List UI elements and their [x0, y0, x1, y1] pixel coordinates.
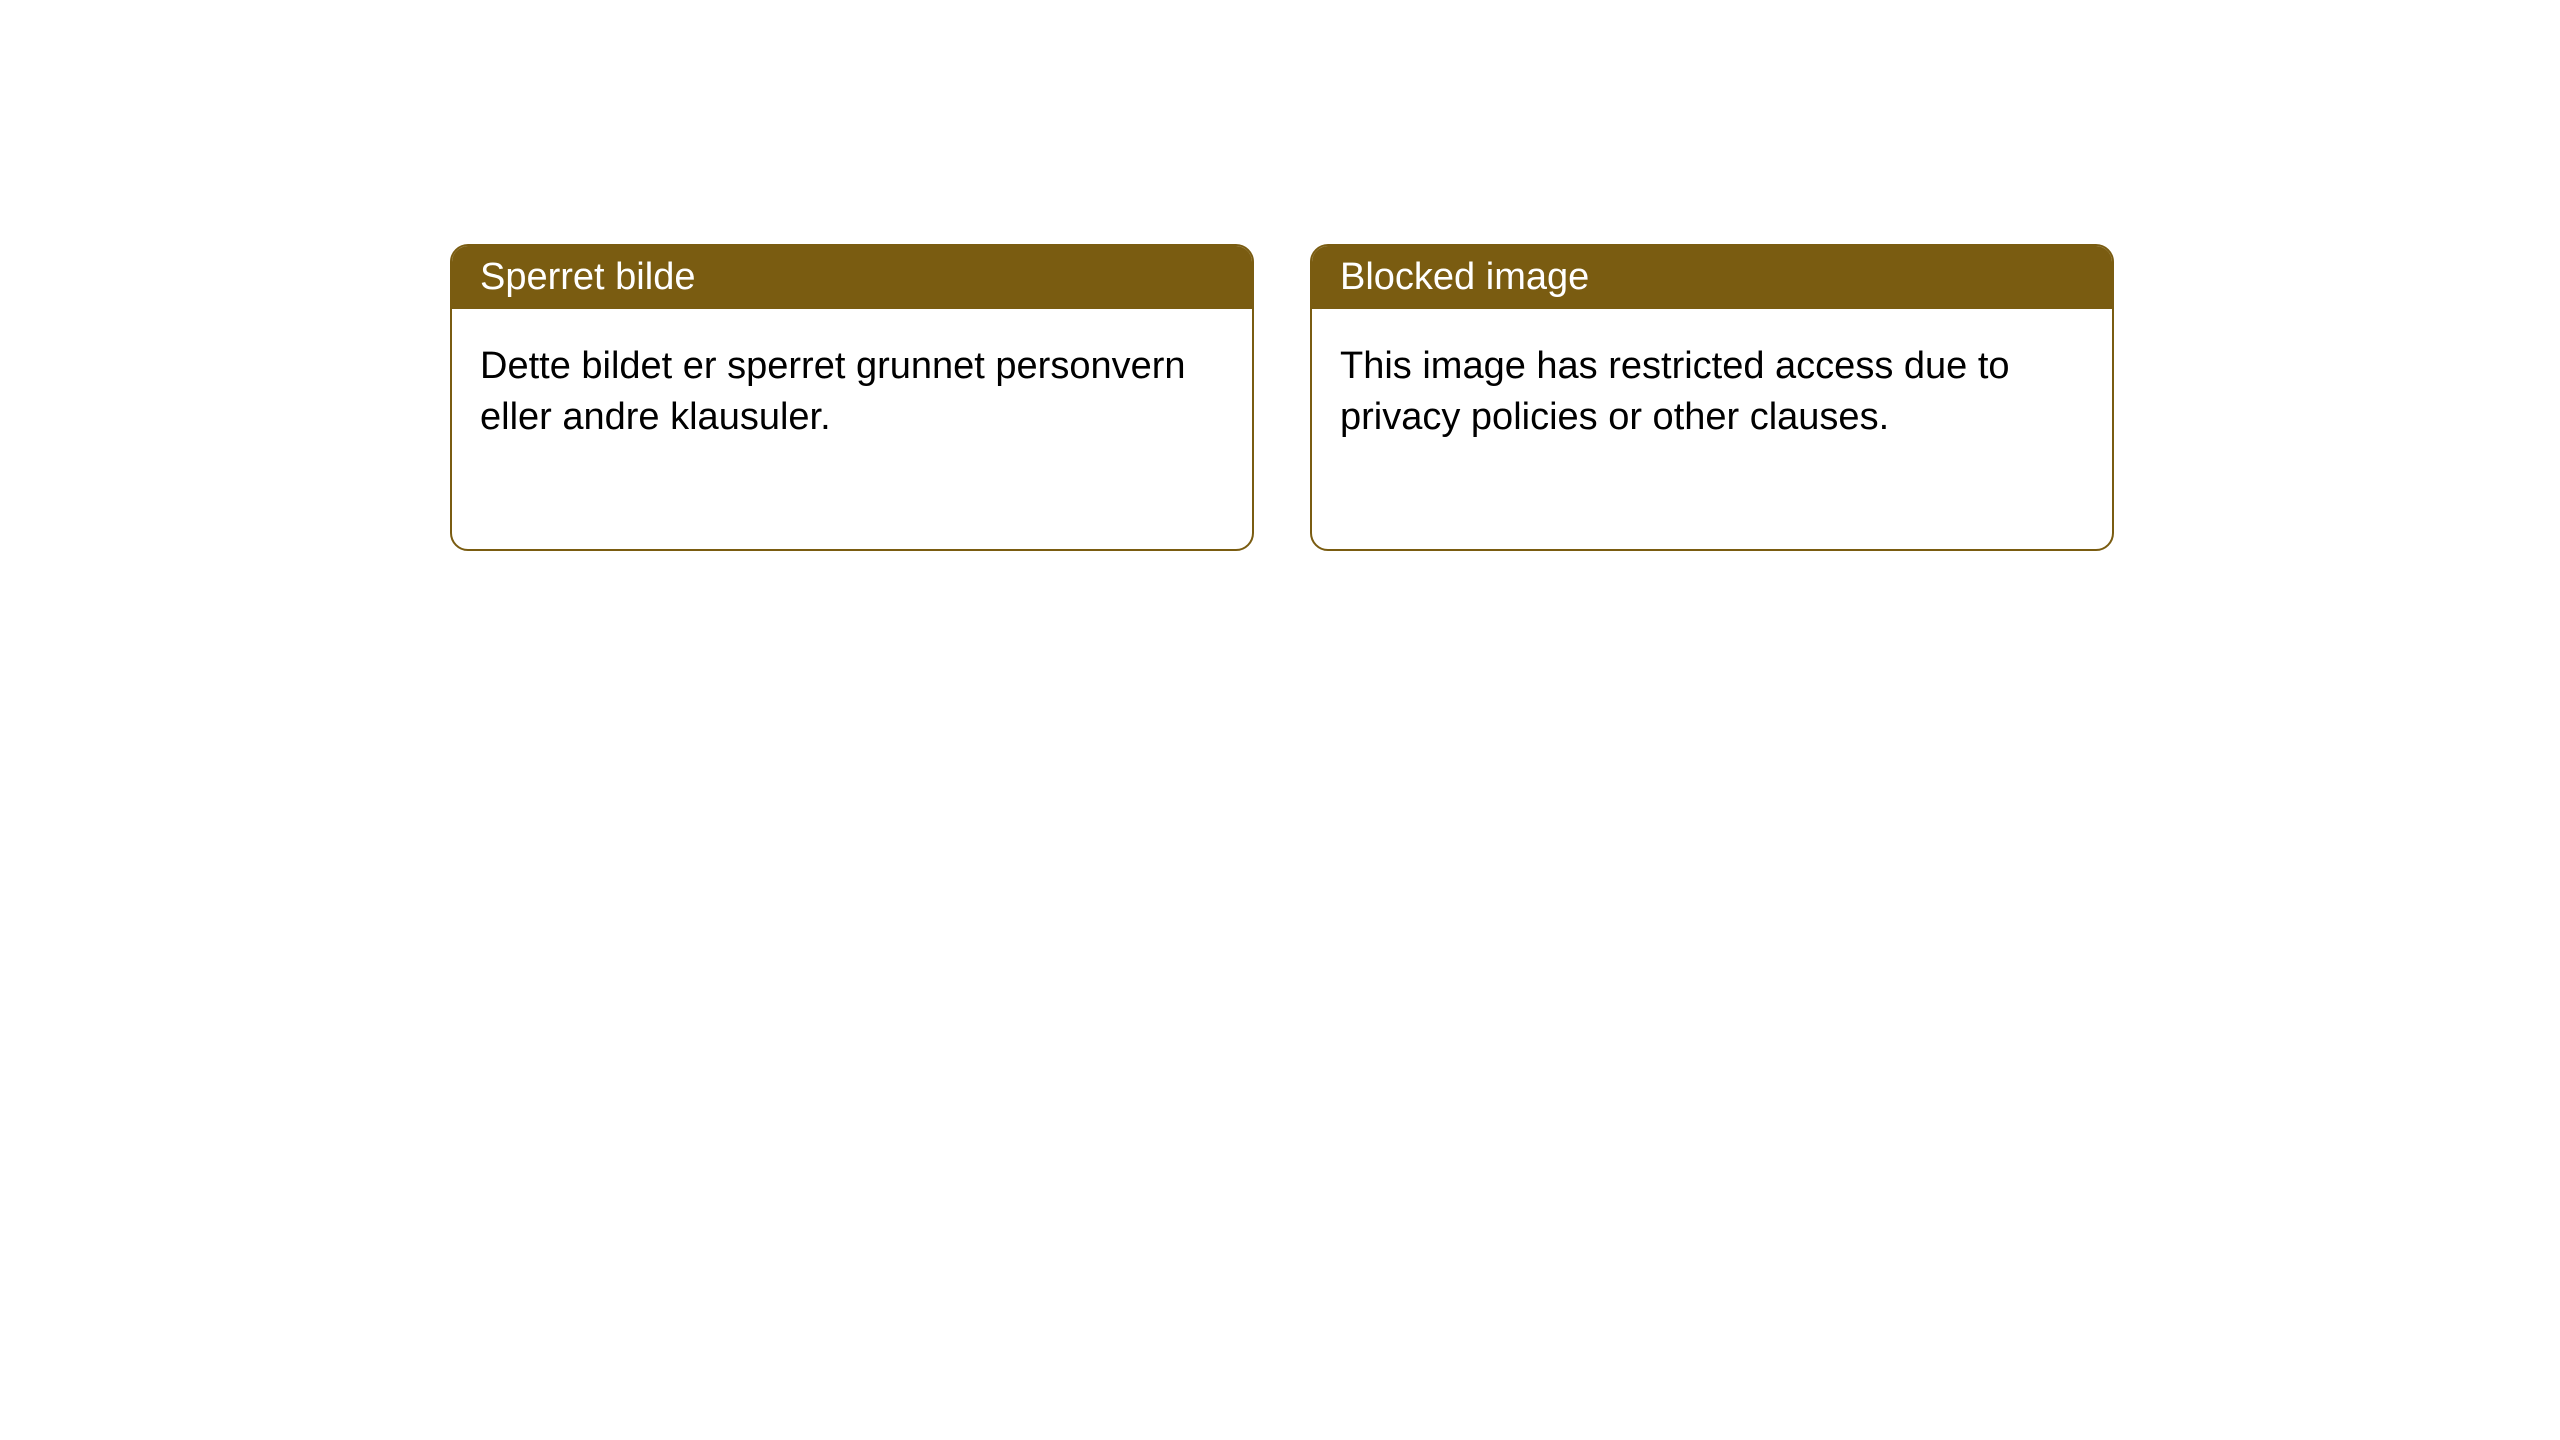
notice-card-body: This image has restricted access due to …: [1312, 309, 2112, 549]
notice-card-title: Blocked image: [1312, 246, 2112, 309]
notice-card-body: Dette bildet er sperret grunnet personve…: [452, 309, 1252, 549]
notice-cards-container: Sperret bilde Dette bildet er sperret gr…: [0, 0, 2560, 551]
notice-card-norwegian: Sperret bilde Dette bildet er sperret gr…: [450, 244, 1254, 551]
notice-card-title: Sperret bilde: [452, 246, 1252, 309]
notice-card-english: Blocked image This image has restricted …: [1310, 244, 2114, 551]
